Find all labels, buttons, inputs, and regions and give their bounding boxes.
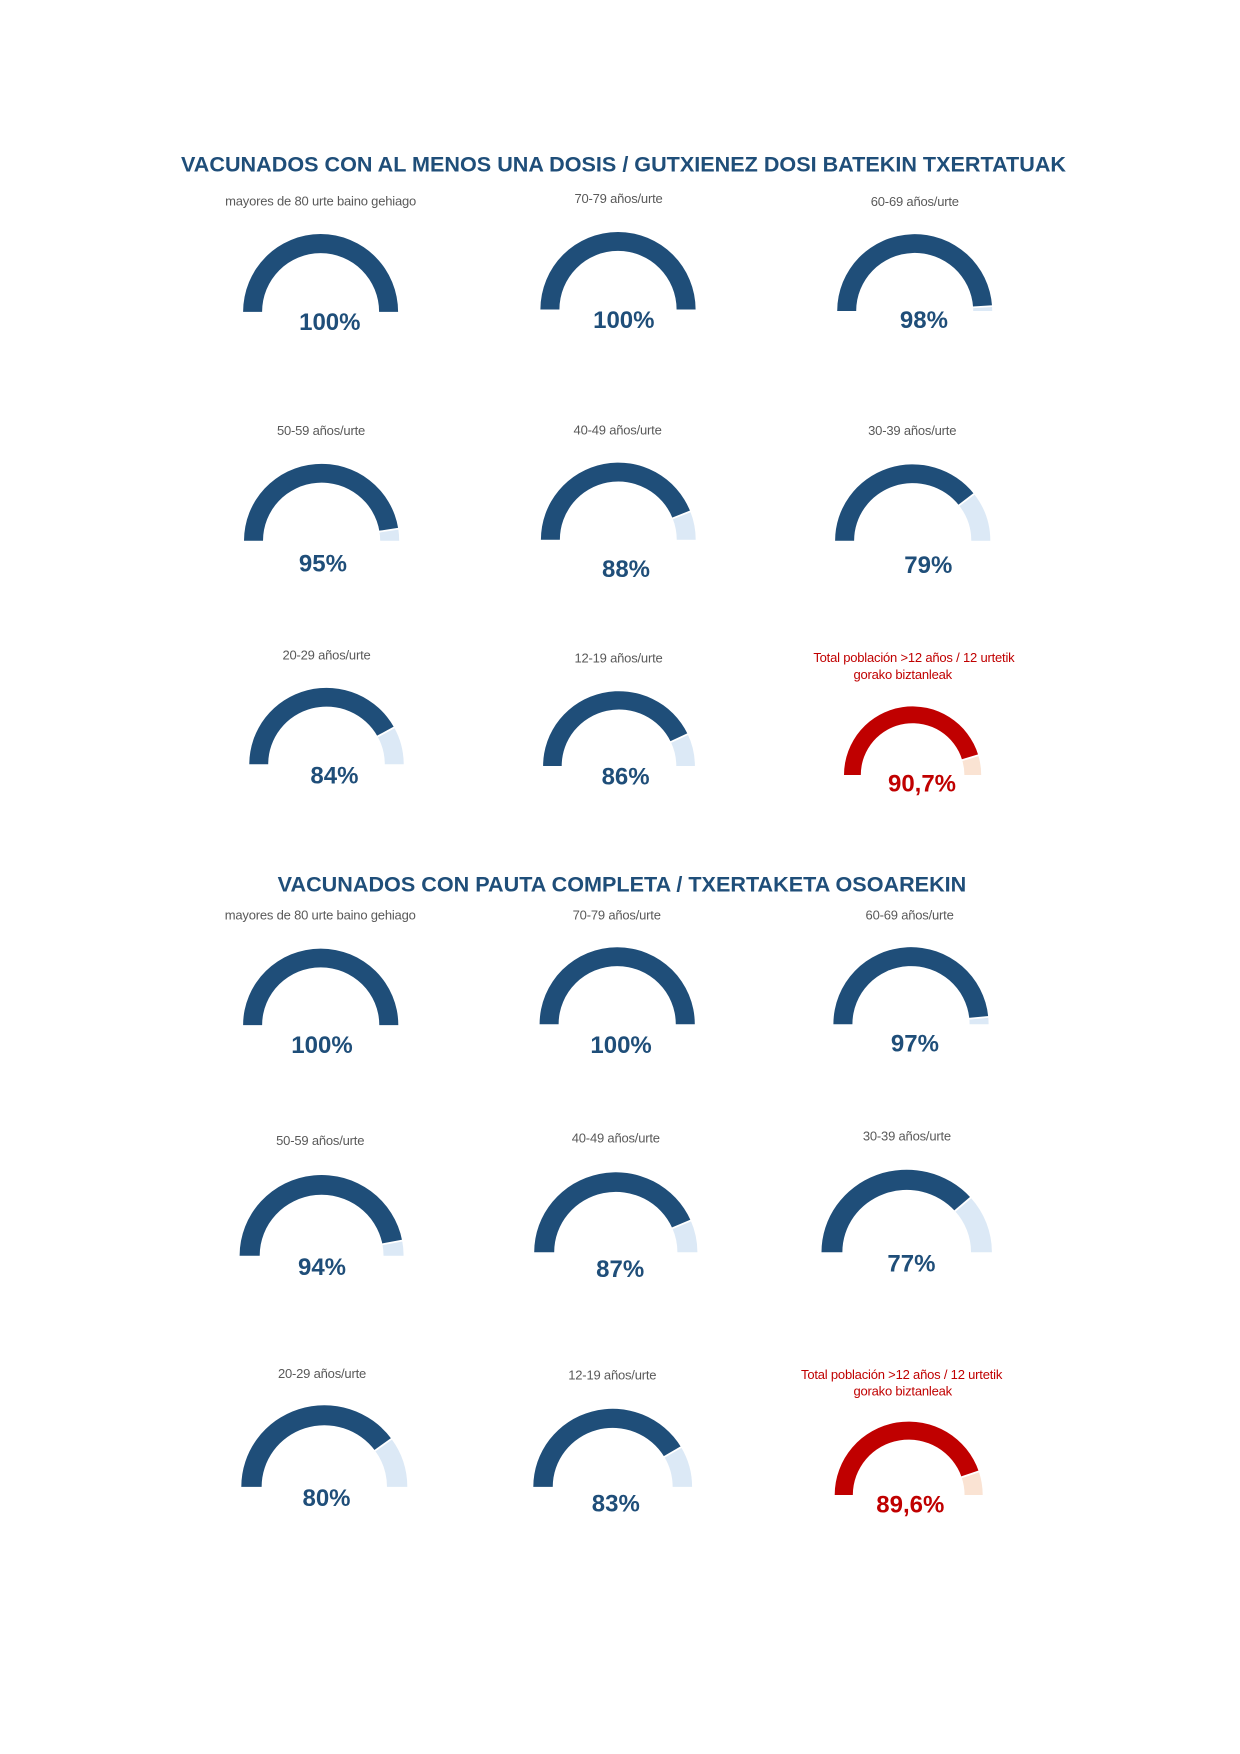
svg-text:Total población >12 años / 12: Total población >12 años / 12 urtetik [801, 1367, 1003, 1382]
svg-text:Total población >12 años / 12: Total población >12 años / 12 urtetik [813, 650, 1015, 665]
svg-text:60-69 años/urte: 60-69 años/urte [866, 908, 954, 923]
svg-text:40-49 años/urte: 40-49 años/urte [572, 1130, 660, 1145]
svg-text:70-79 años/urte: 70-79 años/urte [574, 191, 662, 206]
svg-text:94%: 94% [298, 1254, 346, 1281]
svg-text:100%: 100% [299, 309, 360, 336]
svg-text:gorako biztanleak: gorako biztanleak [853, 667, 952, 682]
svg-text:89,6%: 89,6% [876, 1492, 944, 1519]
svg-text:87%: 87% [596, 1256, 644, 1283]
svg-text:30-39 años/urte: 30-39 años/urte [863, 1129, 951, 1144]
svg-text:12-19 años/urte: 12-19 años/urte [568, 1368, 656, 1383]
svg-text:12-19 años/urte: 12-19 años/urte [574, 650, 662, 665]
svg-text:80%: 80% [302, 1485, 350, 1512]
svg-text:20-29 años/urte: 20-29 años/urte [282, 648, 370, 663]
svg-text:100%: 100% [590, 1032, 651, 1059]
svg-text:79%: 79% [904, 552, 952, 579]
svg-text:97%: 97% [891, 1031, 939, 1058]
svg-text:100%: 100% [291, 1032, 352, 1059]
svg-text:gorako biztanleak: gorako biztanleak [853, 1384, 952, 1399]
svg-text:mayores de 80 urte baino gehia: mayores de 80 urte baino gehiago [225, 908, 416, 923]
svg-text:50-59 años/urte: 50-59 años/urte [276, 1133, 364, 1148]
svg-text:70-79 años/urte: 70-79 años/urte [573, 908, 661, 923]
svg-text:90,7%: 90,7% [888, 770, 956, 797]
svg-text:98%: 98% [900, 307, 948, 334]
svg-text:86%: 86% [602, 763, 650, 790]
svg-text:20-29 años/urte: 20-29 años/urte [278, 1366, 366, 1381]
svg-text:mayores de 80 urte baino gehia: mayores de 80 urte baino gehiago [225, 194, 416, 209]
svg-text:95%: 95% [299, 551, 347, 578]
svg-text:VACUNADOS CON PAUTA COMPLETA: VACUNADOS CON PAUTA COMPLETA / TXERTAKET… [278, 874, 967, 897]
svg-text:77%: 77% [887, 1251, 935, 1278]
svg-text:VACUNADOS CON AL MENOS UNA DOS: VACUNADOS CON AL MENOS UNA DOSIS / GUTXI… [181, 153, 1066, 176]
svg-text:100%: 100% [593, 307, 654, 334]
svg-text:30-39 años/urte: 30-39 años/urte [868, 423, 956, 438]
svg-text:83%: 83% [592, 1491, 640, 1518]
svg-text:88%: 88% [602, 556, 650, 583]
svg-text:60-69 años/urte: 60-69 años/urte [871, 194, 959, 209]
svg-text:50-59 años/urte: 50-59 años/urte [277, 423, 365, 438]
svg-text:40-49 años/urte: 40-49 años/urte [574, 422, 662, 437]
svg-text:84%: 84% [310, 763, 358, 790]
